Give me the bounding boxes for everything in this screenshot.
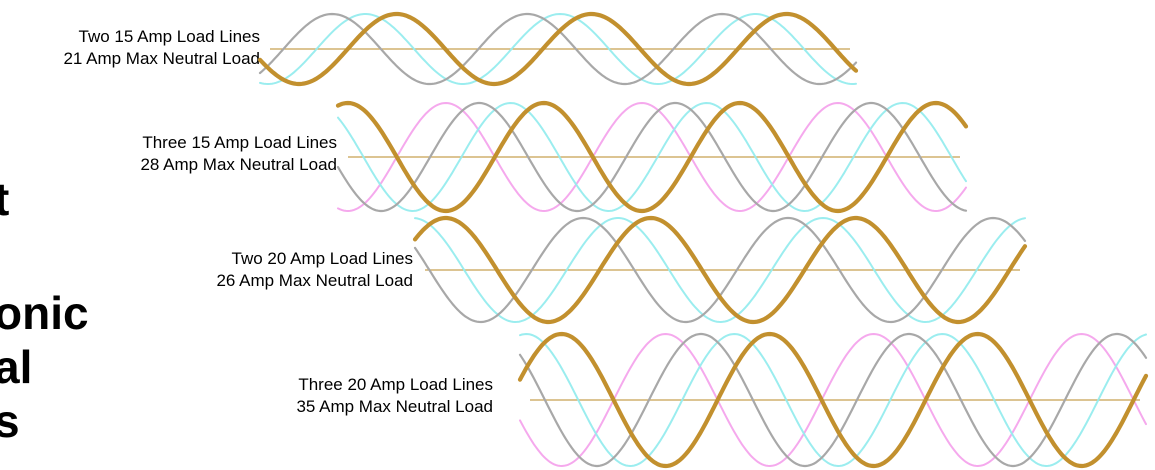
diagram-label-line: 21 Amp Max Neutral Load <box>63 49 260 68</box>
waveform-two-20 <box>412 215 1028 325</box>
headline-line-3: al <box>0 341 33 393</box>
phase-wave-pink <box>337 101 967 213</box>
diagram-label-two-20: Two 20 Amp Load Lines 26 Amp Max Neutral… <box>216 248 413 292</box>
headline-line-1: t <box>0 173 10 225</box>
phase-wave-gold <box>412 215 1028 325</box>
phase-wave-gray <box>518 332 1148 468</box>
phase-wave-gray <box>413 216 1027 324</box>
diagram-label-three-15: Three 15 Amp Load Lines 28 Amp Max Neutr… <box>140 132 337 176</box>
phase-wave-cyan <box>259 12 857 86</box>
diagram-label-line: Three 15 Amp Load Lines <box>142 133 337 152</box>
phase-wave-gray <box>258 12 858 86</box>
phase-wave-pink <box>519 332 1147 468</box>
phase-wave-cyan <box>519 332 1147 468</box>
diagram-label-two-15: Two 15 Amp Load Lines 21 Amp Max Neutral… <box>63 26 260 70</box>
diagram-label-line: 35 Amp Max Neutral Load <box>296 397 493 416</box>
diagram-label-line: 28 Amp Max Neutral Load <box>140 155 337 174</box>
diagram-label-line: 26 Amp Max Neutral Load <box>216 271 413 290</box>
waveform-three-20 <box>517 331 1149 469</box>
phase-wave-gold <box>335 100 969 214</box>
diagram-label-three-20: Three 20 Amp Load Lines 35 Amp Max Neutr… <box>296 374 493 418</box>
phase-wave-cyan <box>337 101 967 213</box>
diagram-label-line: Two 15 Amp Load Lines <box>78 27 260 46</box>
phase-wave-cyan <box>414 216 1026 324</box>
phase-wave-gold <box>517 331 1149 469</box>
headline-line-4: s <box>0 395 20 447</box>
diagram-label-line: Two 20 Amp Load Lines <box>231 249 413 268</box>
waveform-three-15 <box>335 100 969 214</box>
phase-wave-gray <box>336 101 968 213</box>
waveform-two-15 <box>257 11 859 87</box>
diagram-label-line: Three 20 Amp Load Lines <box>298 375 493 394</box>
phase-wave-gold <box>257 11 859 87</box>
headline-line-2: onic <box>0 287 89 339</box>
